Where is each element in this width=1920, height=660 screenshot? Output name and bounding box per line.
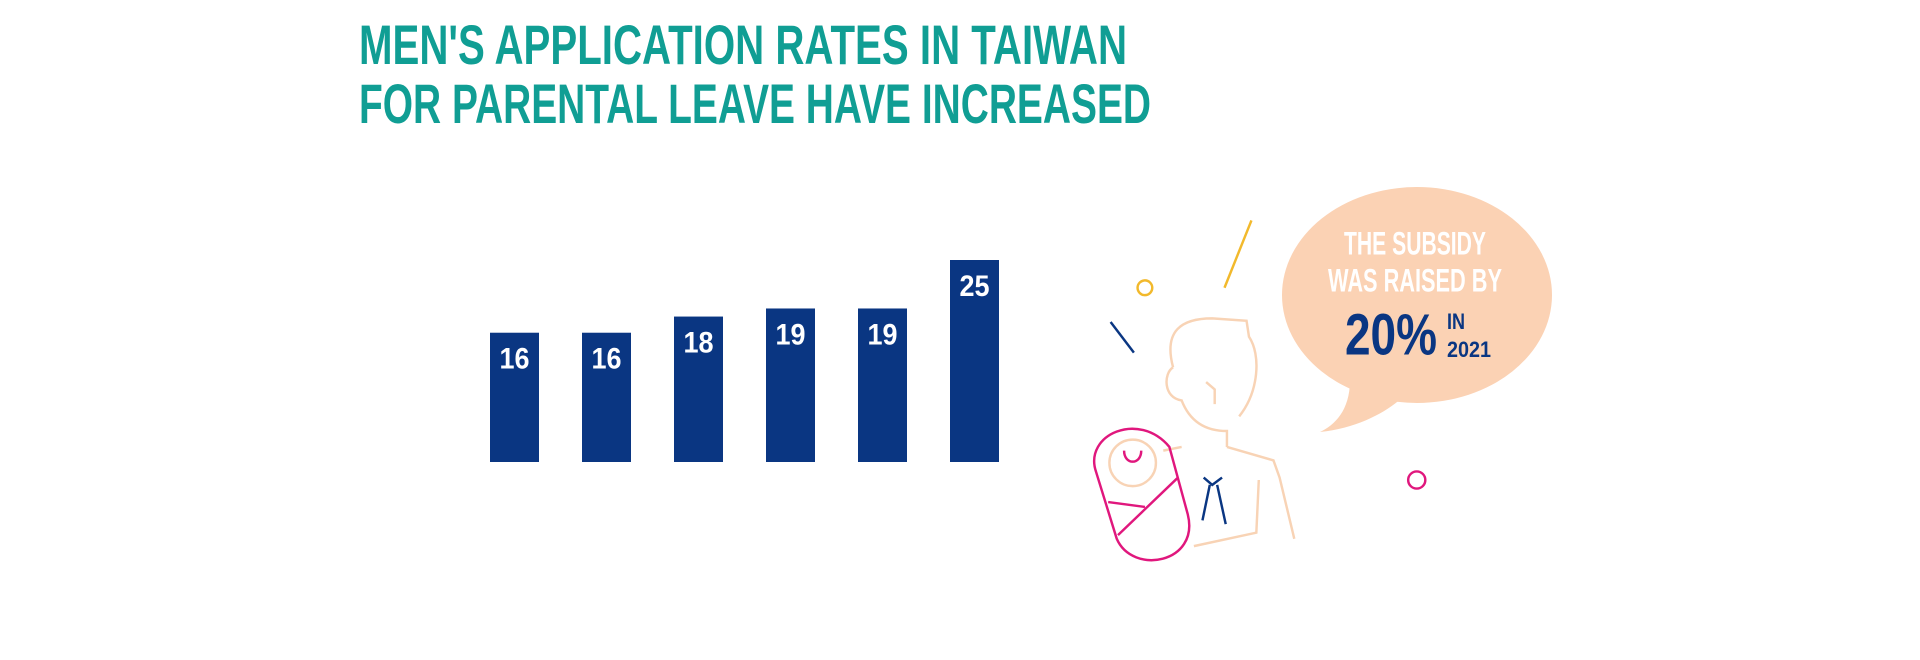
speech-bubble: THE SUBSIDY WAS RAISED BY 20% IN 2021 [1282,187,1552,432]
tie [1201,476,1227,525]
value-label: 18 [684,326,714,359]
value-label: 16 [592,343,622,376]
bar [858,308,907,462]
bubble [1282,187,1552,403]
bar [674,316,723,462]
annotation: THE SUBSIDY [1344,225,1486,261]
value-label: 16 [500,343,530,376]
illustration [1093,219,1427,562]
bubble-tail [1320,380,1405,432]
annotation: WAS RAISED BY [1328,262,1502,298]
annotation: 2021 [1447,337,1491,362]
bar [582,332,631,462]
bar [766,308,815,462]
bar [490,332,539,462]
annotation: IN [1447,309,1465,334]
value-label: 19 [868,318,898,351]
value-label: 19 [776,318,806,351]
decoration [1223,219,1253,289]
chart-title: FOR PARENTAL LEAVE HAVE INCREASED [359,72,1151,135]
annotation-highlight: 20% [1345,302,1437,367]
value-label: 25 [960,270,990,303]
decoration [1136,279,1154,297]
chart-title: MEN'S APPLICATION RATES IN TAIWAN [359,13,1127,76]
baby [1093,427,1191,562]
bar [950,260,999,462]
father [1108,317,1296,548]
decoration [1109,321,1135,354]
decoration [1406,470,1427,490]
